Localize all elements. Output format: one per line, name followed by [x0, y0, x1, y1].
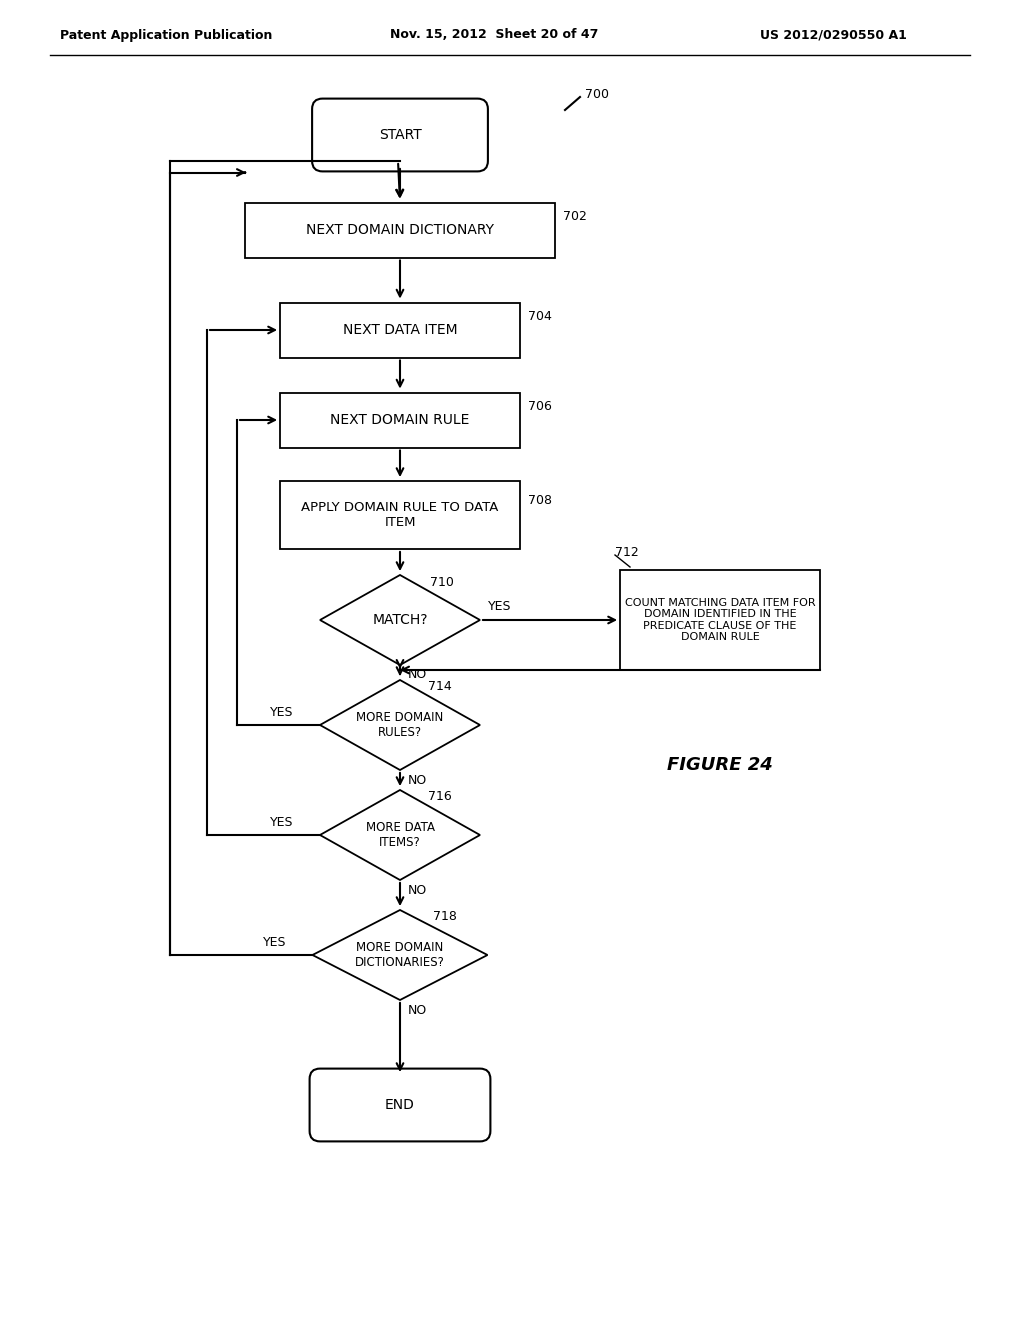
- Text: NO: NO: [408, 1003, 427, 1016]
- Text: MORE DOMAIN
DICTIONARIES?: MORE DOMAIN DICTIONARIES?: [355, 941, 445, 969]
- Text: YES: YES: [488, 601, 512, 614]
- Text: 714: 714: [428, 681, 452, 693]
- Text: Nov. 15, 2012  Sheet 20 of 47: Nov. 15, 2012 Sheet 20 of 47: [390, 29, 598, 41]
- Text: 716: 716: [428, 791, 452, 804]
- Bar: [245, 202, 555, 257]
- Text: Patent Application Publication: Patent Application Publication: [60, 29, 272, 41]
- Text: NO: NO: [408, 668, 427, 681]
- Polygon shape: [319, 789, 480, 880]
- Bar: [280, 392, 520, 447]
- Text: MORE DATA
ITEMS?: MORE DATA ITEMS?: [366, 821, 434, 849]
- Text: 718: 718: [433, 911, 457, 924]
- Text: APPLY DOMAIN RULE TO DATA
ITEM: APPLY DOMAIN RULE TO DATA ITEM: [301, 502, 499, 529]
- Text: 708: 708: [528, 495, 552, 507]
- Text: 712: 712: [615, 545, 639, 558]
- FancyBboxPatch shape: [309, 1069, 490, 1142]
- Text: 700: 700: [585, 88, 609, 102]
- FancyBboxPatch shape: [312, 99, 487, 172]
- Text: YES: YES: [270, 706, 294, 719]
- Bar: [620, 570, 820, 671]
- Text: COUNT MATCHING DATA ITEM FOR
DOMAIN IDENTIFIED IN THE
PREDICATE CLAUSE OF THE
DO: COUNT MATCHING DATA ITEM FOR DOMAIN IDEN…: [625, 598, 815, 643]
- Text: US 2012/0290550 A1: US 2012/0290550 A1: [760, 29, 907, 41]
- Text: NO: NO: [408, 774, 427, 787]
- Text: MORE DOMAIN
RULES?: MORE DOMAIN RULES?: [356, 711, 443, 739]
- Text: NEXT DOMAIN RULE: NEXT DOMAIN RULE: [331, 413, 470, 426]
- Text: YES: YES: [263, 936, 287, 949]
- Bar: [280, 480, 520, 549]
- Text: YES: YES: [270, 817, 294, 829]
- Text: NO: NO: [408, 883, 427, 896]
- Text: 702: 702: [563, 210, 587, 223]
- Text: FIGURE 24: FIGURE 24: [667, 756, 773, 774]
- Text: 704: 704: [528, 309, 552, 322]
- Text: 710: 710: [430, 576, 454, 589]
- Bar: [280, 302, 520, 358]
- Text: END: END: [385, 1098, 415, 1111]
- Text: MATCH?: MATCH?: [373, 612, 428, 627]
- Polygon shape: [319, 680, 480, 770]
- Text: 706: 706: [528, 400, 552, 412]
- Text: START: START: [379, 128, 421, 143]
- Polygon shape: [312, 909, 487, 1001]
- Polygon shape: [319, 576, 480, 665]
- Text: NEXT DOMAIN DICTIONARY: NEXT DOMAIN DICTIONARY: [306, 223, 494, 238]
- Text: NEXT DATA ITEM: NEXT DATA ITEM: [343, 323, 458, 337]
